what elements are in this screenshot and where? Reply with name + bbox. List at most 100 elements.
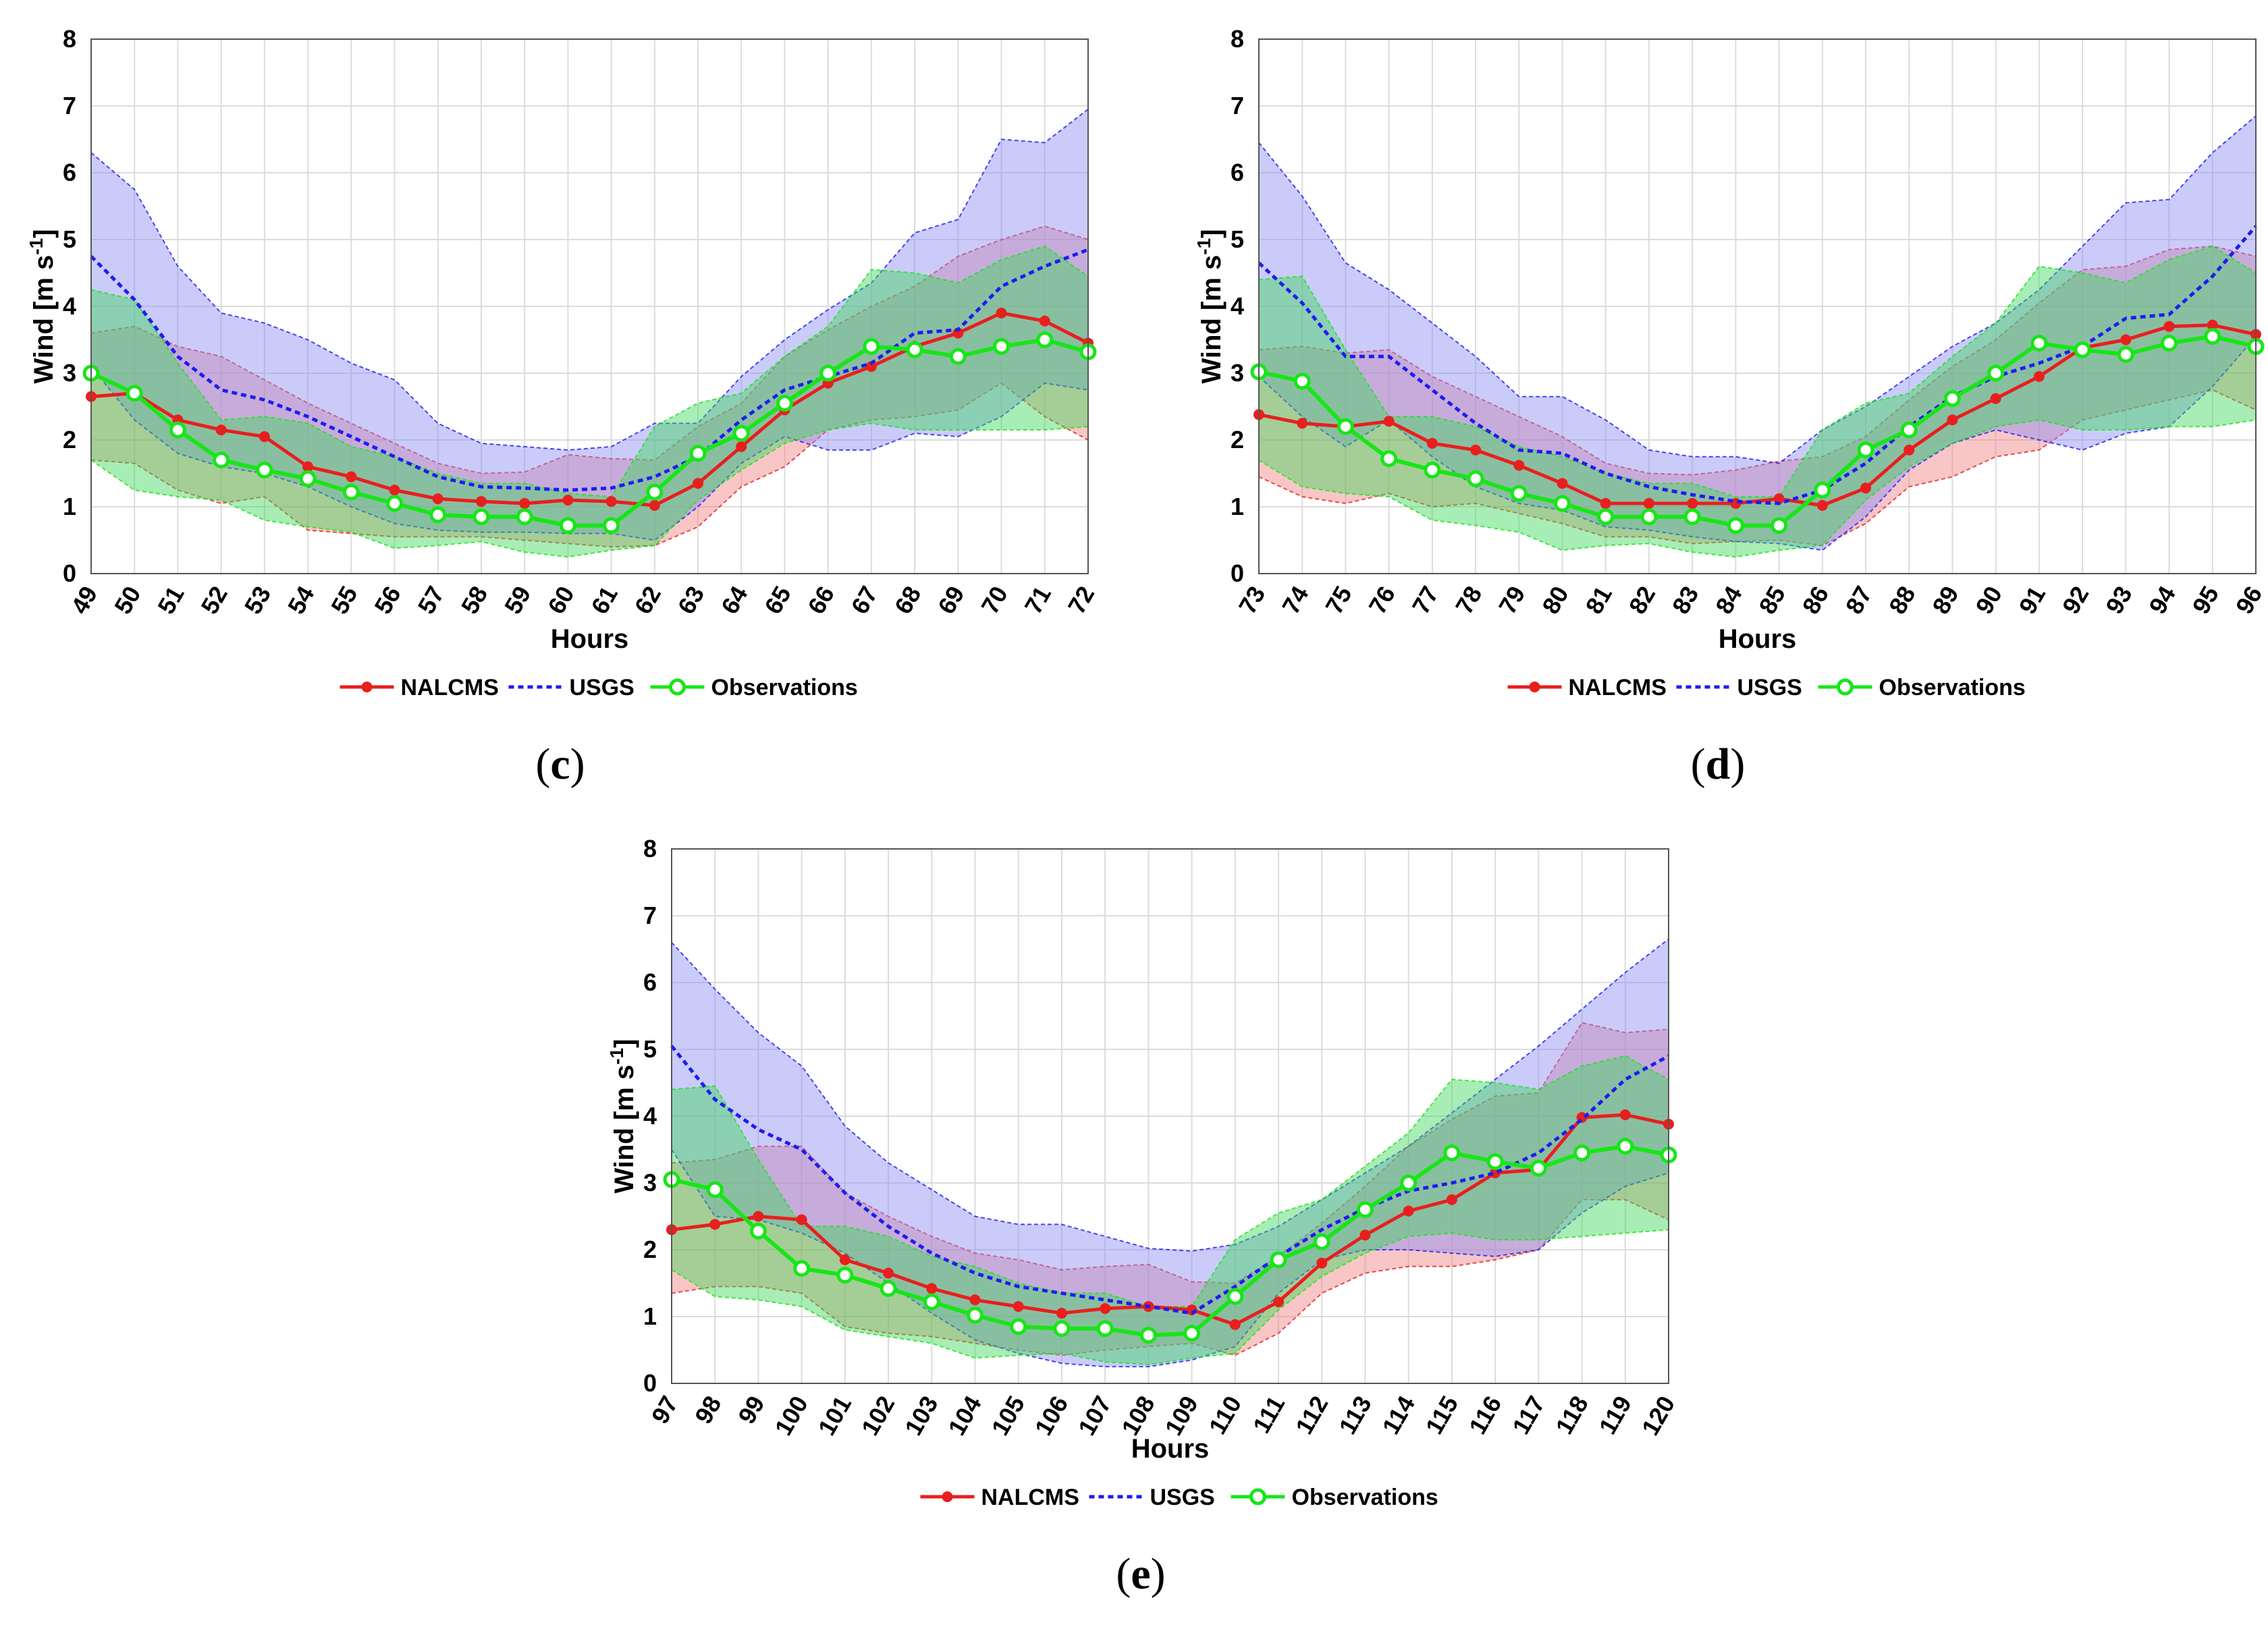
legend-item-obs: Observations bbox=[1818, 675, 2026, 700]
point-obs bbox=[2030, 334, 2048, 352]
point-obs bbox=[1771, 517, 1788, 534]
y-axis-label: Wind [m s-1] bbox=[26, 229, 59, 384]
y-tick-label: 4 bbox=[643, 1102, 657, 1130]
point-nalcms bbox=[346, 471, 357, 482]
point-obs bbox=[1293, 372, 1311, 390]
x-tick-label: 62 bbox=[629, 582, 667, 619]
point-nalcms bbox=[952, 327, 964, 339]
y-axis-label: Wind [m s-1] bbox=[1193, 229, 1227, 384]
point-obs bbox=[1727, 517, 1744, 534]
legend-item-usgs: USGS bbox=[508, 675, 634, 700]
x-tick-label: 61 bbox=[585, 582, 623, 619]
x-tick-label: 91 bbox=[2014, 582, 2051, 619]
x-tick-label: 120 bbox=[1636, 1391, 1681, 1441]
point-obs bbox=[1226, 1288, 1244, 1305]
point-obs bbox=[793, 1260, 811, 1277]
point-obs bbox=[1443, 1144, 1461, 1161]
x-tick-label: 70 bbox=[975, 582, 1013, 619]
point-nalcms bbox=[1687, 498, 1698, 509]
legend-item-obs: Observations bbox=[1231, 1485, 1438, 1510]
point-obs bbox=[1356, 1201, 1374, 1219]
point-nalcms bbox=[969, 1294, 981, 1306]
point-nalcms bbox=[1816, 500, 1828, 512]
y-tick-label: 8 bbox=[63, 25, 76, 53]
x-axis-label: Hours bbox=[1131, 1434, 1210, 1464]
point-obs bbox=[1139, 1327, 1157, 1344]
point-obs bbox=[1857, 441, 1874, 459]
y-tick-label: 0 bbox=[1231, 559, 1244, 587]
x-tick-label: 88 bbox=[1883, 582, 1921, 619]
point-obs bbox=[949, 348, 967, 365]
point-nalcms bbox=[926, 1283, 938, 1294]
legend-marker-obs bbox=[669, 678, 686, 696]
y-axis-label-sup: -1 bbox=[26, 238, 47, 255]
point-obs bbox=[1096, 1320, 1114, 1337]
x-tick-label: 65 bbox=[759, 582, 796, 619]
x-axis-label: Hours bbox=[1719, 624, 1797, 654]
x-tick-label: 63 bbox=[672, 582, 710, 619]
point-obs bbox=[967, 1306, 984, 1324]
legend-marker-nalcms bbox=[1529, 682, 1540, 692]
x-tick-label: 111 bbox=[1247, 1391, 1291, 1438]
y-tick-label: 1 bbox=[643, 1302, 657, 1330]
axes-box bbox=[1258, 38, 2257, 574]
x-tick-label: 57 bbox=[412, 582, 450, 619]
band-edge-upper-nalcms bbox=[90, 225, 1089, 474]
x-tick-label: 74 bbox=[1276, 582, 1314, 619]
y-tick-label: 8 bbox=[643, 835, 657, 862]
x-tick-label: 54 bbox=[282, 582, 320, 619]
band-edge-lower-usgs bbox=[1258, 335, 2257, 551]
point-obs bbox=[1640, 508, 1658, 526]
x-tick-label: 58 bbox=[456, 582, 493, 619]
point-nalcms bbox=[562, 495, 574, 506]
point-nalcms bbox=[1100, 1303, 1111, 1315]
y-tick-label: 4 bbox=[63, 292, 76, 320]
x-tick-label: 71 bbox=[1019, 582, 1057, 619]
x-tick-label: 101 bbox=[813, 1391, 857, 1441]
point-nalcms bbox=[302, 461, 314, 472]
band-edge-lower-obs bbox=[90, 422, 1089, 558]
band-edge-lower-nalcms bbox=[671, 1198, 1669, 1356]
point-nalcms bbox=[1229, 1319, 1241, 1330]
caption-e-letter: e bbox=[1131, 1549, 1151, 1599]
y-tick-label: 0 bbox=[63, 559, 76, 587]
legend-item-nalcms: NALCMS bbox=[340, 675, 499, 700]
legend-marker-nalcms bbox=[361, 682, 373, 692]
point-nalcms bbox=[709, 1219, 721, 1230]
x-tick-label: 52 bbox=[195, 582, 233, 619]
point-nalcms bbox=[693, 478, 704, 489]
caption-c-letter: c bbox=[550, 740, 570, 789]
band-nalcms bbox=[1259, 246, 2256, 546]
point-nalcms bbox=[649, 500, 660, 512]
point-nalcms bbox=[215, 424, 227, 436]
x-tick-label: 115 bbox=[1420, 1391, 1464, 1439]
x-tick-label: 105 bbox=[986, 1391, 1031, 1441]
point-nalcms bbox=[389, 485, 400, 496]
x-tick-label: 83 bbox=[1667, 582, 1704, 619]
x-tick-label: 110 bbox=[1204, 1391, 1247, 1439]
legend-label-nalcms: NALCMS bbox=[1569, 675, 1667, 700]
point-nalcms bbox=[2163, 321, 2175, 332]
point-obs bbox=[1683, 508, 1701, 526]
point-nalcms bbox=[1947, 414, 1958, 426]
legend-label-obs: Observations bbox=[1879, 675, 2026, 700]
x-tick-label: 51 bbox=[152, 582, 190, 619]
legend-item-usgs: USGS bbox=[1676, 675, 1802, 700]
point-obs bbox=[213, 451, 230, 469]
x-tick-label: 94 bbox=[2143, 582, 2181, 619]
point-nalcms bbox=[1990, 393, 2001, 404]
point-nalcms bbox=[1056, 1308, 1067, 1319]
y-tick-label: 2 bbox=[1231, 426, 1244, 453]
point-nalcms bbox=[1359, 1230, 1371, 1241]
band-edge-upper-obs bbox=[90, 245, 1089, 498]
x-tick-label: 78 bbox=[1450, 582, 1488, 619]
point-nalcms bbox=[1860, 482, 1872, 494]
point-obs bbox=[1467, 470, 1484, 487]
point-nalcms bbox=[1773, 493, 1785, 505]
point-obs bbox=[689, 445, 707, 462]
series-line-nalcms bbox=[90, 311, 1089, 507]
point-nalcms bbox=[796, 1214, 807, 1225]
point-obs bbox=[386, 495, 404, 512]
x-tick-label: 66 bbox=[802, 582, 840, 619]
band-edge-upper-nalcms bbox=[1258, 245, 2257, 476]
